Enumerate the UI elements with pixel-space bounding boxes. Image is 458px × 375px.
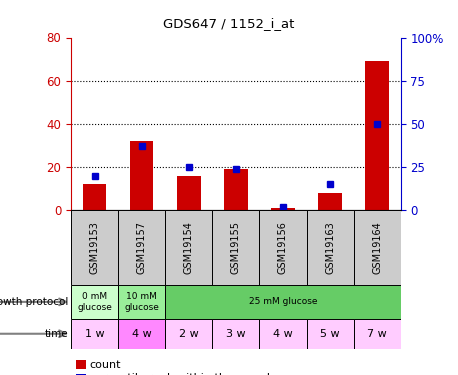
Text: 1 w: 1 w (85, 329, 104, 339)
Bar (271, 208, 295, 210)
Text: 7 w: 7 w (367, 329, 387, 339)
Text: GSM19154: GSM19154 (184, 221, 194, 274)
Bar (71, 210, 118, 285)
Text: GSM19153: GSM19153 (90, 221, 99, 274)
Bar (306, 210, 354, 285)
Bar (83, 184, 106, 210)
Text: count: count (89, 360, 121, 369)
Bar (306, 319, 354, 349)
Bar (71, 319, 118, 349)
Bar (165, 319, 213, 349)
Bar (259, 210, 306, 285)
Bar (224, 169, 248, 210)
Text: GSM19163: GSM19163 (325, 221, 335, 274)
Bar (118, 285, 165, 319)
Bar (354, 319, 401, 349)
Text: GSM19156: GSM19156 (278, 221, 288, 274)
Bar (130, 141, 153, 210)
Text: GSM19164: GSM19164 (372, 221, 382, 274)
Text: growth protocol: growth protocol (0, 297, 69, 307)
Bar (354, 210, 401, 285)
Text: GDS647 / 1152_i_at: GDS647 / 1152_i_at (164, 17, 294, 30)
Text: 5 w: 5 w (320, 329, 340, 339)
Text: percentile rank within the sample: percentile rank within the sample (89, 374, 277, 375)
Bar (259, 319, 306, 349)
Text: 3 w: 3 w (226, 329, 245, 339)
Text: 0 mM
glucose: 0 mM glucose (77, 292, 112, 312)
Bar (165, 210, 213, 285)
Text: 10 mM
glucose: 10 mM glucose (124, 292, 159, 312)
Text: GSM19155: GSM19155 (231, 221, 241, 274)
Bar (365, 61, 389, 210)
Bar (318, 193, 342, 210)
Bar (118, 210, 165, 285)
Bar (177, 176, 201, 210)
Bar (213, 210, 259, 285)
Bar (165, 285, 401, 319)
Text: time: time (45, 329, 69, 339)
Bar (118, 319, 165, 349)
Text: 4 w: 4 w (132, 329, 152, 339)
Bar (213, 319, 259, 349)
Text: 2 w: 2 w (179, 329, 199, 339)
Text: 4 w: 4 w (273, 329, 293, 339)
Bar (71, 285, 118, 319)
Text: GSM19157: GSM19157 (136, 221, 147, 274)
Text: 25 mM glucose: 25 mM glucose (249, 297, 317, 306)
